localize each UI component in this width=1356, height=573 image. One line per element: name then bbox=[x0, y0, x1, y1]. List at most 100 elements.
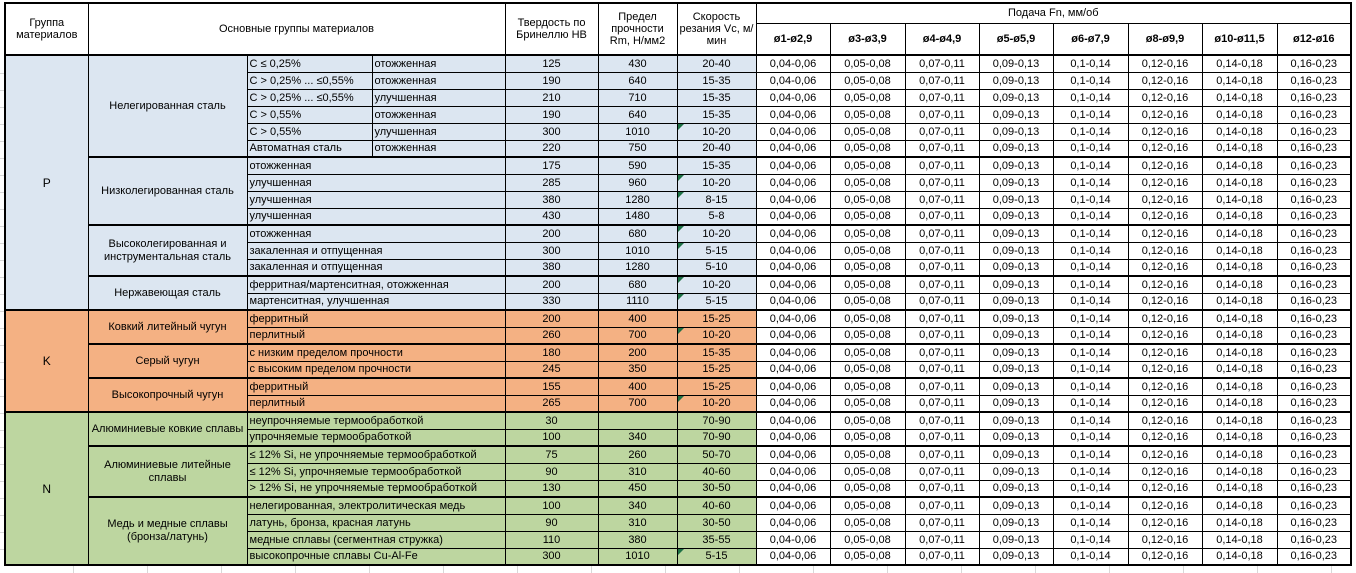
cell-feed-fn[interactable]: 0,04-0,06 bbox=[755, 445, 831, 464]
cell-cutting-speed-vc[interactable]: 15-25 bbox=[676, 309, 757, 328]
cell-feed-fn[interactable]: 0,07-0,11 bbox=[904, 156, 980, 175]
cell-feed-fn[interactable]: 0,16-0,23 bbox=[1276, 479, 1352, 498]
cell-hardness-hb[interactable]: 265 bbox=[504, 394, 599, 413]
cell-feed-fn[interactable]: 0,12-0,16 bbox=[1127, 173, 1203, 192]
cell-feed-fn[interactable]: 0,09-0,13 bbox=[978, 241, 1054, 260]
cell-cutting-speed-vc[interactable]: 15-35 bbox=[676, 71, 757, 90]
cell-feed-fn[interactable]: 0,09-0,13 bbox=[978, 207, 1054, 226]
cell-strength-rm[interactable]: 700 bbox=[597, 394, 678, 413]
cell-hardness-hb[interactable]: 190 bbox=[504, 105, 599, 124]
cell-feed-fn[interactable]: 0,16-0,23 bbox=[1276, 343, 1352, 362]
cell-feed-fn[interactable]: 0,07-0,11 bbox=[904, 360, 980, 379]
cell-material-detail[interactable]: отожженная bbox=[246, 224, 506, 243]
cell-feed-fn[interactable]: 0,14-0,18 bbox=[1201, 173, 1278, 192]
cell-feed-fn[interactable]: 0,04-0,06 bbox=[755, 275, 831, 294]
cell-feed-fn[interactable]: 0,16-0,23 bbox=[1276, 224, 1352, 243]
cell-feed-fn[interactable]: 0,12-0,16 bbox=[1127, 462, 1203, 481]
cell-feed-fn[interactable]: 0,12-0,16 bbox=[1127, 241, 1203, 260]
cell-feed-fn[interactable]: 0,16-0,23 bbox=[1276, 530, 1352, 549]
cell-feed-fn[interactable]: 0,05-0,08 bbox=[829, 445, 906, 464]
cell-cutting-speed-vc[interactable]: 30-50 bbox=[676, 513, 757, 532]
cell-feed-fn[interactable]: 0,07-0,11 bbox=[904, 224, 980, 243]
cell-feed-fn[interactable]: 0,12-0,16 bbox=[1127, 54, 1203, 73]
cell-feed-fn[interactable]: 0,14-0,18 bbox=[1201, 190, 1278, 209]
cell-group-code[interactable]: K bbox=[4, 309, 89, 413]
cell-feed-fn[interactable]: 0,1-0,14 bbox=[1052, 360, 1129, 379]
cell-feed-fn[interactable]: 0,09-0,13 bbox=[978, 88, 1054, 107]
cell-material-detail[interactable]: мартенситная, улучшенная bbox=[246, 292, 506, 311]
cell-feed-fn[interactable]: 0,14-0,18 bbox=[1201, 207, 1278, 226]
cell-material-detail[interactable]: закаленная и отпущенная bbox=[246, 241, 506, 260]
cell-group-code[interactable]: N bbox=[4, 411, 89, 566]
cell-hardness-hb[interactable]: 300 bbox=[504, 122, 599, 141]
cell-feed-fn[interactable]: 0,12-0,16 bbox=[1127, 224, 1203, 243]
cell-feed-fn[interactable]: 0,04-0,06 bbox=[755, 411, 831, 430]
cell-feed-fn[interactable]: 0,04-0,06 bbox=[755, 122, 831, 141]
cell-feed-fn[interactable]: 0,14-0,18 bbox=[1201, 530, 1278, 549]
cell-material-state[interactable]: отожженная bbox=[371, 105, 506, 124]
cell-feed-fn[interactable]: 0,04-0,06 bbox=[755, 173, 831, 192]
cell-feed-fn[interactable]: 0,16-0,23 bbox=[1276, 207, 1352, 226]
cell-hardness-hb[interactable]: 30 bbox=[504, 411, 599, 430]
cell-cutting-speed-vc[interactable]: 30-50 bbox=[676, 479, 757, 498]
cell-material-detail[interactable]: нелегированная, электролитическая медь bbox=[246, 496, 506, 515]
cell-material-detail[interactable]: C ≤ 0,25% bbox=[246, 54, 373, 73]
cell-hardness-hb[interactable]: 125 bbox=[504, 54, 599, 73]
cell-feed-fn[interactable]: 0,16-0,23 bbox=[1276, 105, 1352, 124]
cell-cutting-speed-vc[interactable]: 15-35 bbox=[676, 88, 757, 107]
cell-hardness-hb[interactable]: 155 bbox=[504, 377, 599, 396]
cell-hardness-hb[interactable]: 430 bbox=[504, 207, 599, 226]
cell-feed-fn[interactable]: 0,07-0,11 bbox=[904, 530, 980, 549]
cell-material-detail[interactable]: с низким пределом прочности bbox=[246, 343, 506, 362]
cell-feed-fn[interactable]: 0,04-0,06 bbox=[755, 105, 831, 124]
cell-hardness-hb[interactable]: 90 bbox=[504, 462, 599, 481]
cell-hardness-hb[interactable]: 220 bbox=[504, 139, 599, 158]
cell-feed-fn[interactable]: 0,1-0,14 bbox=[1052, 394, 1129, 413]
cell-feed-fn[interactable]: 0,16-0,23 bbox=[1276, 496, 1352, 515]
cell-feed-fn[interactable]: 0,04-0,06 bbox=[755, 224, 831, 243]
cell-feed-fn[interactable]: 0,05-0,08 bbox=[829, 241, 906, 260]
cell-feed-fn[interactable]: 0,12-0,16 bbox=[1127, 360, 1203, 379]
cell-feed-fn[interactable]: 0,1-0,14 bbox=[1052, 139, 1129, 158]
cell-feed-fn[interactable]: 0,14-0,18 bbox=[1201, 139, 1278, 158]
cell-feed-fn[interactable]: 0,1-0,14 bbox=[1052, 207, 1129, 226]
cell-cutting-speed-vc[interactable]: 15-25 bbox=[676, 360, 757, 379]
cell-feed-fn[interactable]: 0,05-0,08 bbox=[829, 54, 906, 73]
cell-feed-fn[interactable]: 0,07-0,11 bbox=[904, 462, 980, 481]
cell-feed-fn[interactable]: 0,1-0,14 bbox=[1052, 326, 1129, 345]
cell-feed-fn[interactable]: 0,05-0,08 bbox=[829, 224, 906, 243]
cell-feed-fn[interactable]: 0,1-0,14 bbox=[1052, 513, 1129, 532]
cell-cutting-speed-vc[interactable]: 10-20 bbox=[676, 173, 757, 192]
cell-feed-fn[interactable]: 0,14-0,18 bbox=[1201, 360, 1278, 379]
cell-feed-fn[interactable]: 0,12-0,16 bbox=[1127, 479, 1203, 498]
cell-feed-fn[interactable]: 0,05-0,08 bbox=[829, 173, 906, 192]
cell-material-state[interactable]: отожженная bbox=[371, 139, 506, 158]
cell-feed-fn[interactable]: 0,09-0,13 bbox=[978, 292, 1054, 311]
cell-material-detail[interactable]: ферритный bbox=[246, 309, 506, 328]
cell-feed-fn[interactable]: 0,12-0,16 bbox=[1127, 547, 1203, 566]
cell-feed-fn[interactable]: 0,14-0,18 bbox=[1201, 105, 1278, 124]
cell-feed-fn[interactable]: 0,12-0,16 bbox=[1127, 88, 1203, 107]
cell-material-state[interactable]: улучшенная bbox=[371, 122, 506, 141]
cell-hardness-hb[interactable]: 75 bbox=[504, 445, 599, 464]
cell-strength-rm[interactable]: 640 bbox=[597, 71, 678, 90]
cell-feed-fn[interactable]: 0,14-0,18 bbox=[1201, 343, 1278, 362]
cell-strength-rm[interactable]: 450 bbox=[597, 479, 678, 498]
cell-feed-fn[interactable]: 0,09-0,13 bbox=[978, 190, 1054, 209]
cell-feed-fn[interactable]: 0,09-0,13 bbox=[978, 496, 1054, 515]
cell-feed-fn[interactable]: 0,14-0,18 bbox=[1201, 462, 1278, 481]
cell-material-state[interactable]: отожженная bbox=[371, 71, 506, 90]
cell-feed-fn[interactable]: 0,1-0,14 bbox=[1052, 462, 1129, 481]
cell-cutting-speed-vc[interactable]: 20-40 bbox=[676, 139, 757, 158]
cell-feed-fn[interactable]: 0,1-0,14 bbox=[1052, 224, 1129, 243]
cell-feed-fn[interactable]: 0,07-0,11 bbox=[904, 377, 980, 396]
cell-feed-fn[interactable]: 0,09-0,13 bbox=[978, 258, 1054, 277]
cell-feed-fn[interactable]: 0,1-0,14 bbox=[1052, 547, 1129, 566]
cell-feed-fn[interactable]: 0,12-0,16 bbox=[1127, 258, 1203, 277]
cell-feed-fn[interactable]: 0,07-0,11 bbox=[904, 207, 980, 226]
cell-feed-fn[interactable]: 0,05-0,08 bbox=[829, 292, 906, 311]
cell-feed-fn[interactable]: 0,04-0,06 bbox=[755, 479, 831, 498]
cell-hardness-hb[interactable]: 190 bbox=[504, 71, 599, 90]
cell-feed-fn[interactable]: 0,1-0,14 bbox=[1052, 105, 1129, 124]
cell-material-detail[interactable]: C > 0,55% bbox=[246, 122, 373, 141]
